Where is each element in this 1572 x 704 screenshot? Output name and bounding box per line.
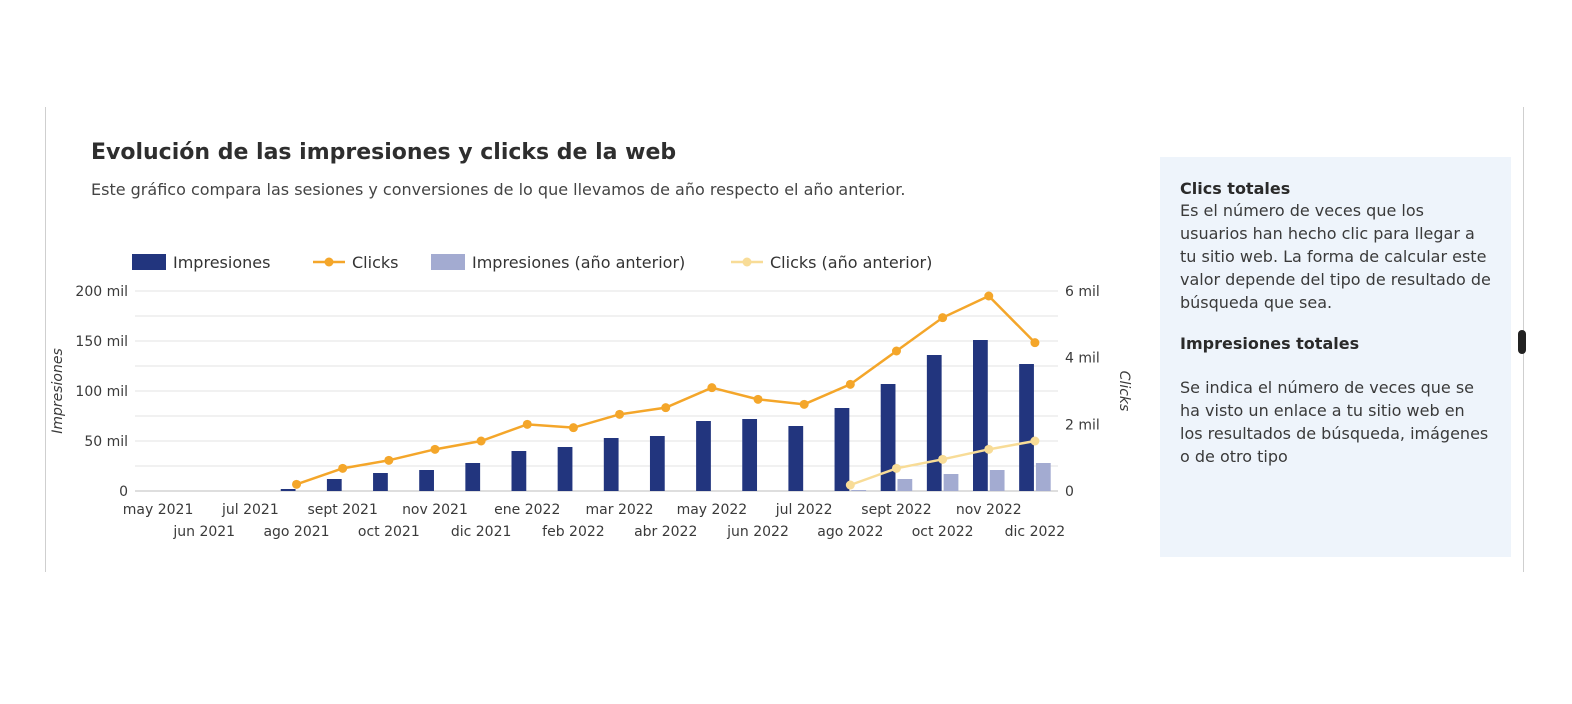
clicks-info-text: Es el número de veces que los usuarios h… xyxy=(1180,201,1491,312)
bar-impresiones xyxy=(557,447,573,491)
x-axis-tick-label: jun 2022 xyxy=(726,524,789,540)
bar-impresiones-ano-anterior xyxy=(989,470,1005,491)
line-clicks xyxy=(296,294,1036,486)
bar-impresiones xyxy=(973,340,988,491)
point-clicks xyxy=(799,399,809,409)
bar-impresiones xyxy=(649,436,665,491)
left-axis-tick-label: 0 xyxy=(119,484,128,500)
bar-impresiones xyxy=(326,479,342,491)
bar-impresiones-ano-anterior xyxy=(897,479,913,491)
edge-mark xyxy=(1518,330,1526,354)
point-clicks xyxy=(891,346,901,356)
right-axis-title: Clicks xyxy=(1116,371,1132,412)
x-axis-tick-label: jun 2021 xyxy=(172,524,235,540)
bar-impresiones xyxy=(603,438,619,491)
right-axis-tick-label: 6 mil xyxy=(1065,284,1100,300)
legend-marker xyxy=(324,257,334,267)
legend-marker xyxy=(742,257,752,267)
x-axis-tick-label: oct 2021 xyxy=(358,524,420,540)
point-clicks xyxy=(707,383,717,393)
x-axis-tick-label: nov 2021 xyxy=(402,502,468,518)
x-axis-tick-label: abr 2022 xyxy=(634,524,697,540)
x-axis-tick-label: feb 2022 xyxy=(542,524,605,540)
bar-impresiones xyxy=(926,355,942,491)
bar-impresiones xyxy=(1019,364,1034,491)
bar-impresiones-ano-anterior xyxy=(1035,463,1051,491)
info-panel: Clics totales Es el número de veces que … xyxy=(1160,157,1511,557)
x-axis-tick-label: ago 2021 xyxy=(263,524,329,540)
point-clicks xyxy=(1030,338,1040,348)
bar-impresiones xyxy=(834,408,850,491)
point-clicks xyxy=(984,291,994,301)
point-clicks xyxy=(845,379,855,389)
impressions-info-text: Se indica el número de veces que se ha v… xyxy=(1180,378,1489,466)
bar-impresiones xyxy=(465,463,481,491)
left-axis-tick-label: 200 mil xyxy=(75,284,128,300)
right-axis-tick-label: 0 xyxy=(1065,484,1074,500)
legend-label: Impresiones xyxy=(173,253,270,272)
x-axis-tick-label: sept 2022 xyxy=(861,502,931,518)
point-clicks xyxy=(753,394,763,404)
left-axis-tick-label: 50 mil xyxy=(84,434,128,450)
impressions-info-title: Impresiones totales xyxy=(1180,334,1360,353)
x-axis-tick-label: dic 2021 xyxy=(451,524,512,540)
left-axis-tick-label: 100 mil xyxy=(75,384,128,400)
point-clicks-ano-anterior xyxy=(845,480,855,490)
x-axis-tick-label: jul 2021 xyxy=(221,502,279,518)
clicks-info-title: Clics totales xyxy=(1180,179,1291,198)
bar-impresiones-ano-anterior xyxy=(851,490,867,491)
bar-impresiones-ano-anterior xyxy=(943,474,959,491)
bar-impresiones xyxy=(742,419,758,491)
bar-impresiones xyxy=(373,473,388,491)
left-axis-title: Impresiones xyxy=(50,348,66,434)
x-axis-tick-label: ene 2022 xyxy=(494,502,560,518)
bar-impresiones xyxy=(511,451,527,491)
x-axis-tick-label: ago 2022 xyxy=(817,524,883,540)
legend-swatch xyxy=(132,254,166,270)
point-clicks xyxy=(476,436,486,446)
point-clicks-ano-anterior xyxy=(984,444,994,454)
right-axis-tick-label: 2 mil xyxy=(1065,417,1100,433)
x-axis-tick-label: dic 2022 xyxy=(1005,524,1066,540)
point-clicks xyxy=(292,479,302,489)
point-clicks xyxy=(661,403,671,413)
point-clicks xyxy=(938,313,948,323)
x-axis-tick-label: jul 2022 xyxy=(775,502,833,518)
point-clicks xyxy=(430,444,440,454)
point-clicks-ano-anterior xyxy=(891,463,901,473)
x-axis-tick-label: mar 2022 xyxy=(586,502,654,518)
legend-label: Clicks (año anterior) xyxy=(770,253,932,272)
x-axis-tick-label: may 2021 xyxy=(123,502,194,518)
legend-swatch xyxy=(431,254,465,270)
right-axis-tick-label: 4 mil xyxy=(1065,351,1100,367)
legend-label: Clicks xyxy=(352,253,398,272)
bar-impresiones xyxy=(696,421,711,491)
x-axis-tick-label: nov 2022 xyxy=(956,502,1022,518)
bar-impresiones xyxy=(419,470,434,491)
left-axis-tick-label: 150 mil xyxy=(75,334,128,350)
x-axis-tick-label: oct 2022 xyxy=(912,524,974,540)
bar-impresiones xyxy=(280,489,296,491)
point-clicks xyxy=(568,423,578,433)
x-axis-tick-label: may 2022 xyxy=(677,502,748,518)
point-clicks-ano-anterior xyxy=(938,454,948,464)
x-axis-tick-label: sept 2021 xyxy=(307,502,377,518)
point-clicks xyxy=(384,455,394,465)
point-clicks xyxy=(338,463,348,473)
point-clicks xyxy=(615,409,625,419)
chart-subtitle: Este gráfico compara las sesiones y conv… xyxy=(91,180,906,199)
point-clicks-ano-anterior xyxy=(1030,436,1040,446)
bar-impresiones xyxy=(880,384,896,491)
bar-impresiones xyxy=(788,426,804,491)
legend-label: Impresiones (año anterior) xyxy=(472,253,685,272)
chart-title: Evolución de las impresiones y clicks de… xyxy=(91,140,677,165)
point-clicks xyxy=(522,419,532,429)
impressions-clicks-chart: 0 50 mil 100 mil 150 mil 200 mil 0 2 mil 4 mil 6… xyxy=(50,253,1132,540)
left-border-line xyxy=(45,107,46,572)
